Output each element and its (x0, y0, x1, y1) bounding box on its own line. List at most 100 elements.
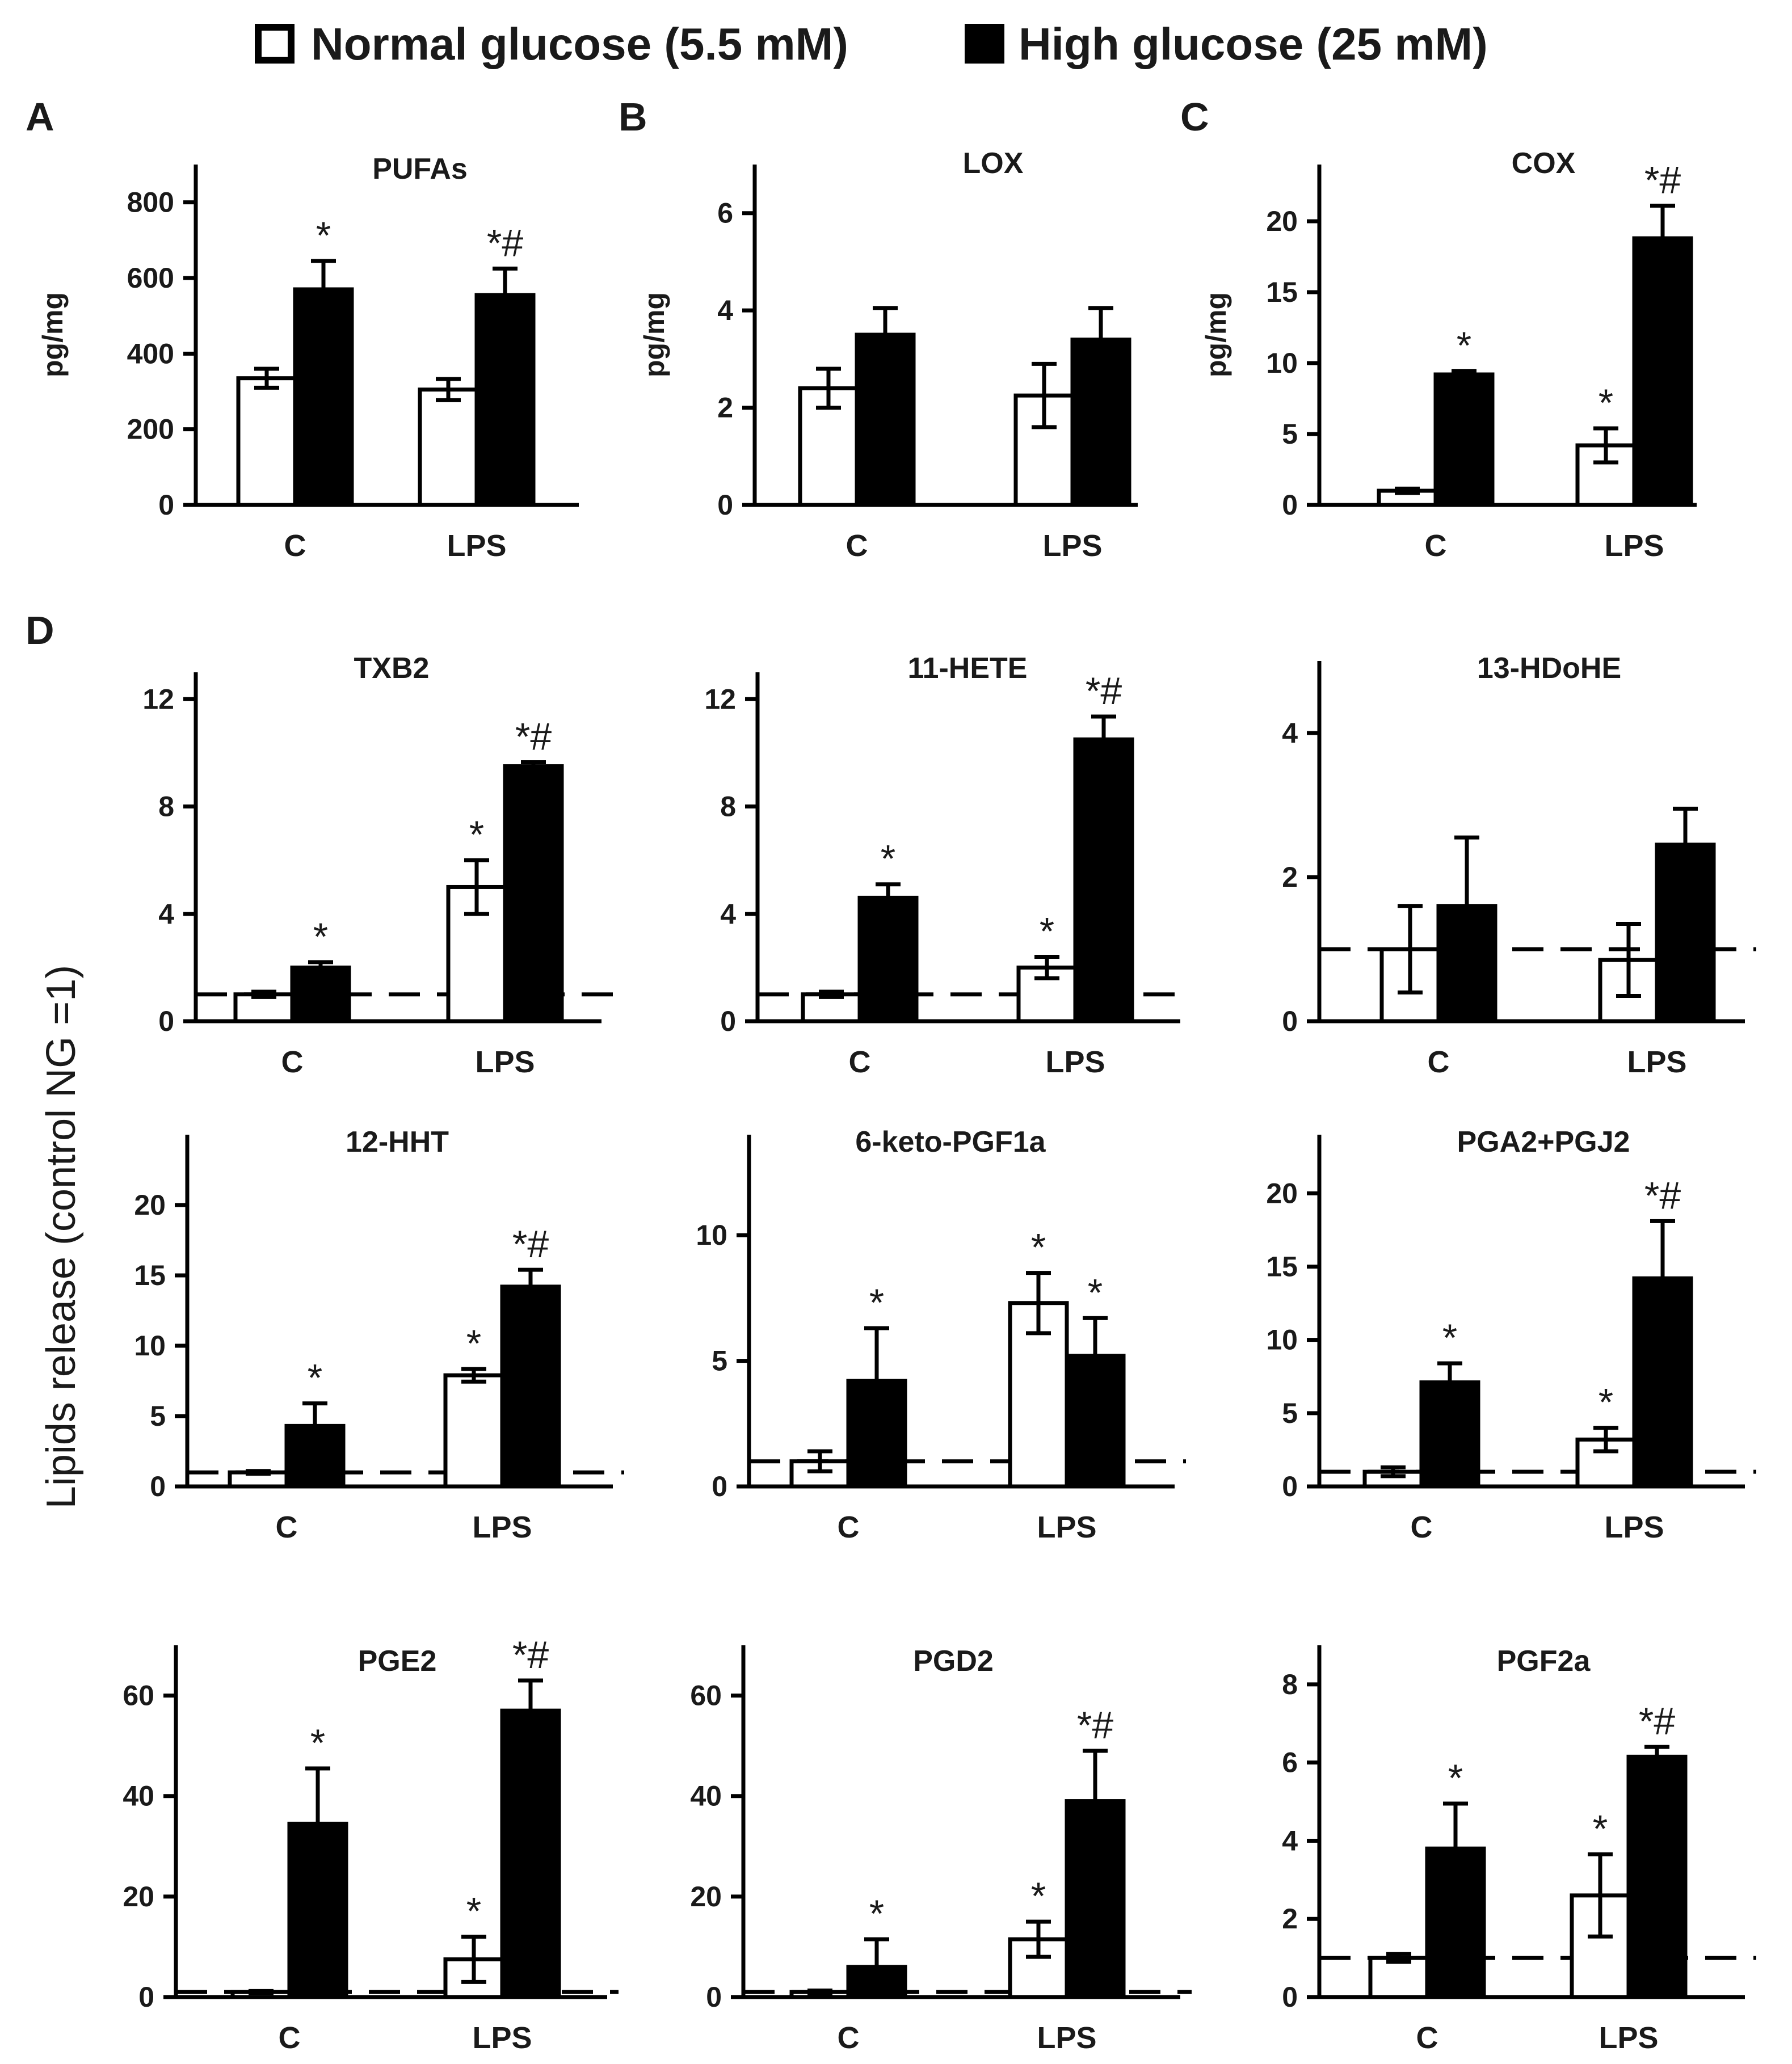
y-tick-label: 60 (123, 1680, 154, 1712)
chart-title: 11-HETE (908, 652, 1028, 685)
y-tick-label: 15 (134, 1260, 166, 1291)
y-tick-label: 10 (1266, 347, 1298, 379)
panel-letter: B (619, 95, 647, 139)
significance-marker: * (313, 915, 328, 958)
bar-high-glucose-c (855, 332, 916, 507)
x-tick-label-lps: LPS (1599, 2021, 1658, 2055)
significance-marker: *# (1644, 1174, 1681, 1217)
significance-marker: *# (1086, 669, 1122, 713)
y-axis-label: pg/mg (1200, 292, 1232, 377)
chart-title: PGA2+PGJ2 (1457, 1126, 1630, 1159)
x-tick-label-c: C (838, 1510, 860, 1544)
chart-title: COX (1512, 147, 1576, 180)
y-tick-label: 12 (142, 683, 174, 715)
y-tick-label: 40 (123, 1780, 154, 1812)
y-tick-label: 800 (127, 187, 174, 218)
y-tick-label: 15 (1266, 276, 1298, 308)
panel-letter: A (26, 95, 54, 139)
significance-marker: * (466, 1322, 481, 1365)
legend-normal-swatch (255, 24, 295, 64)
bar-high-glucose-lps (503, 764, 564, 1023)
bar-high-glucose-lps (500, 1284, 561, 1489)
y-axis-label: pg/mg (638, 292, 670, 377)
x-tick-label-c: C (1411, 1510, 1433, 1544)
legend-normal-label: Normal glucose (5.5 mM) (311, 19, 848, 69)
bar-high-glucose-lps (1655, 843, 1716, 1023)
x-tick-label-c: C (281, 1045, 304, 1079)
chart-pgf2a: PGF2a C LPS * * *# 0 2 4 6 8 (1282, 1645, 1756, 2055)
chart-title: PGE2 (358, 1645, 437, 1678)
bar-normal-glucose-c (236, 376, 297, 507)
y-tick-label: 6 (1282, 1747, 1298, 1779)
significance-marker: * (1448, 1756, 1463, 1800)
y-tick-label: 20 (690, 1881, 722, 1913)
panel-d-ylabel: Lipids release (control NG =1) (39, 965, 84, 1509)
y-tick-label: 0 (712, 1471, 727, 1502)
y-tick-label: 6 (717, 197, 733, 229)
significance-marker: * (1088, 1271, 1103, 1314)
chart-title: TXB2 (354, 652, 430, 685)
chart-title: PGD2 (913, 1645, 994, 1678)
significance-marker: * (1457, 324, 1471, 367)
chart-11-hete: 11-HETE C LPS * * *# 0 4 8 12 (704, 652, 1192, 1079)
panel-letter: D (26, 608, 54, 652)
bar-high-glucose-c (1425, 1846, 1486, 1999)
chart-title: LOX (963, 147, 1024, 180)
y-axis-label: pg/mg (37, 292, 69, 377)
bar-high-glucose-c (1419, 1380, 1480, 1489)
chart-title: PGF2a (1497, 1645, 1591, 1678)
x-tick-label-c: C (276, 1510, 298, 1544)
bar-high-glucose-lps (1070, 338, 1131, 507)
x-tick-label-lps: LPS (1037, 2021, 1096, 2055)
significance-marker: *# (1639, 1700, 1675, 1743)
chart-12-hht: 12-HHT C LPS * * *# 0 5 10 15 20 (134, 1126, 624, 1544)
y-tick-label: 2 (1282, 861, 1298, 893)
significance-marker: * (869, 1281, 884, 1324)
bar-high-glucose-c (293, 287, 354, 507)
y-tick-label: 0 (1282, 1981, 1298, 2013)
y-tick-label: 0 (706, 1981, 722, 2013)
bar-high-glucose-lps (500, 1708, 561, 1999)
chart-lox: LOX Bpg/mg C LPS 0 2 4 6 (619, 95, 1138, 563)
bar-high-glucose-c (857, 895, 919, 1023)
x-tick-label-lps: LPS (475, 1045, 535, 1079)
y-tick-label: 12 (704, 683, 736, 715)
significance-marker: * (1031, 1226, 1046, 1269)
chart-title: PUFAs (372, 153, 468, 186)
legend: Normal glucose (5.5 mM) High glucose (25… (255, 19, 1488, 69)
bar-high-glucose-c (290, 965, 351, 1023)
y-tick-label: 8 (158, 791, 174, 823)
x-tick-label-lps: LPS (472, 2021, 532, 2055)
chart-pga2-pgj2: PGA2+PGJ2 C LPS * * *# 0 5 10 15 20 (1266, 1126, 1756, 1544)
y-tick-label: 4 (1282, 1825, 1298, 1856)
y-tick-label: 2 (717, 392, 733, 424)
significance-marker: *# (515, 715, 552, 758)
significance-marker: *# (512, 1633, 549, 1677)
y-tick-label: 0 (1282, 1005, 1298, 1037)
y-tick-label: 0 (158, 489, 174, 521)
bar-high-glucose-lps (1065, 1354, 1126, 1489)
x-tick-label-lps: LPS (1627, 1045, 1686, 1079)
chart-pufas: PUFAs Apg/mg C LPS * *# 0 200 400 600 800 (26, 95, 579, 563)
y-tick-label: 20 (134, 1189, 166, 1221)
significance-marker: * (881, 837, 895, 881)
bar-high-glucose-lps (1065, 1799, 1126, 1999)
y-tick-label: 4 (158, 898, 174, 930)
y-tick-label: 0 (717, 489, 733, 521)
x-tick-label-c: C (846, 529, 868, 563)
significance-marker: * (1593, 1808, 1608, 1851)
panel-letter: C (1180, 95, 1209, 139)
chart-6-keto-pgf1a: 6-keto-PGF1a C LPS * * * 0 5 10 (696, 1126, 1186, 1544)
bar-high-glucose-lps (1626, 1754, 1688, 1999)
y-tick-label: 8 (720, 791, 736, 823)
y-tick-label: 0 (150, 1471, 166, 1502)
significance-marker: * (310, 1721, 325, 1764)
y-tick-label: 0 (1282, 1471, 1298, 1502)
bar-normal-glucose-lps (443, 1373, 504, 1489)
y-tick-label: 8 (1282, 1669, 1298, 1700)
bar-high-glucose-lps (1632, 1276, 1693, 1489)
y-tick-label: 15 (1266, 1251, 1298, 1283)
chart-cox: COX Cpg/mg C LPS * * *# 0 5 10 15 20 (1180, 95, 1697, 563)
